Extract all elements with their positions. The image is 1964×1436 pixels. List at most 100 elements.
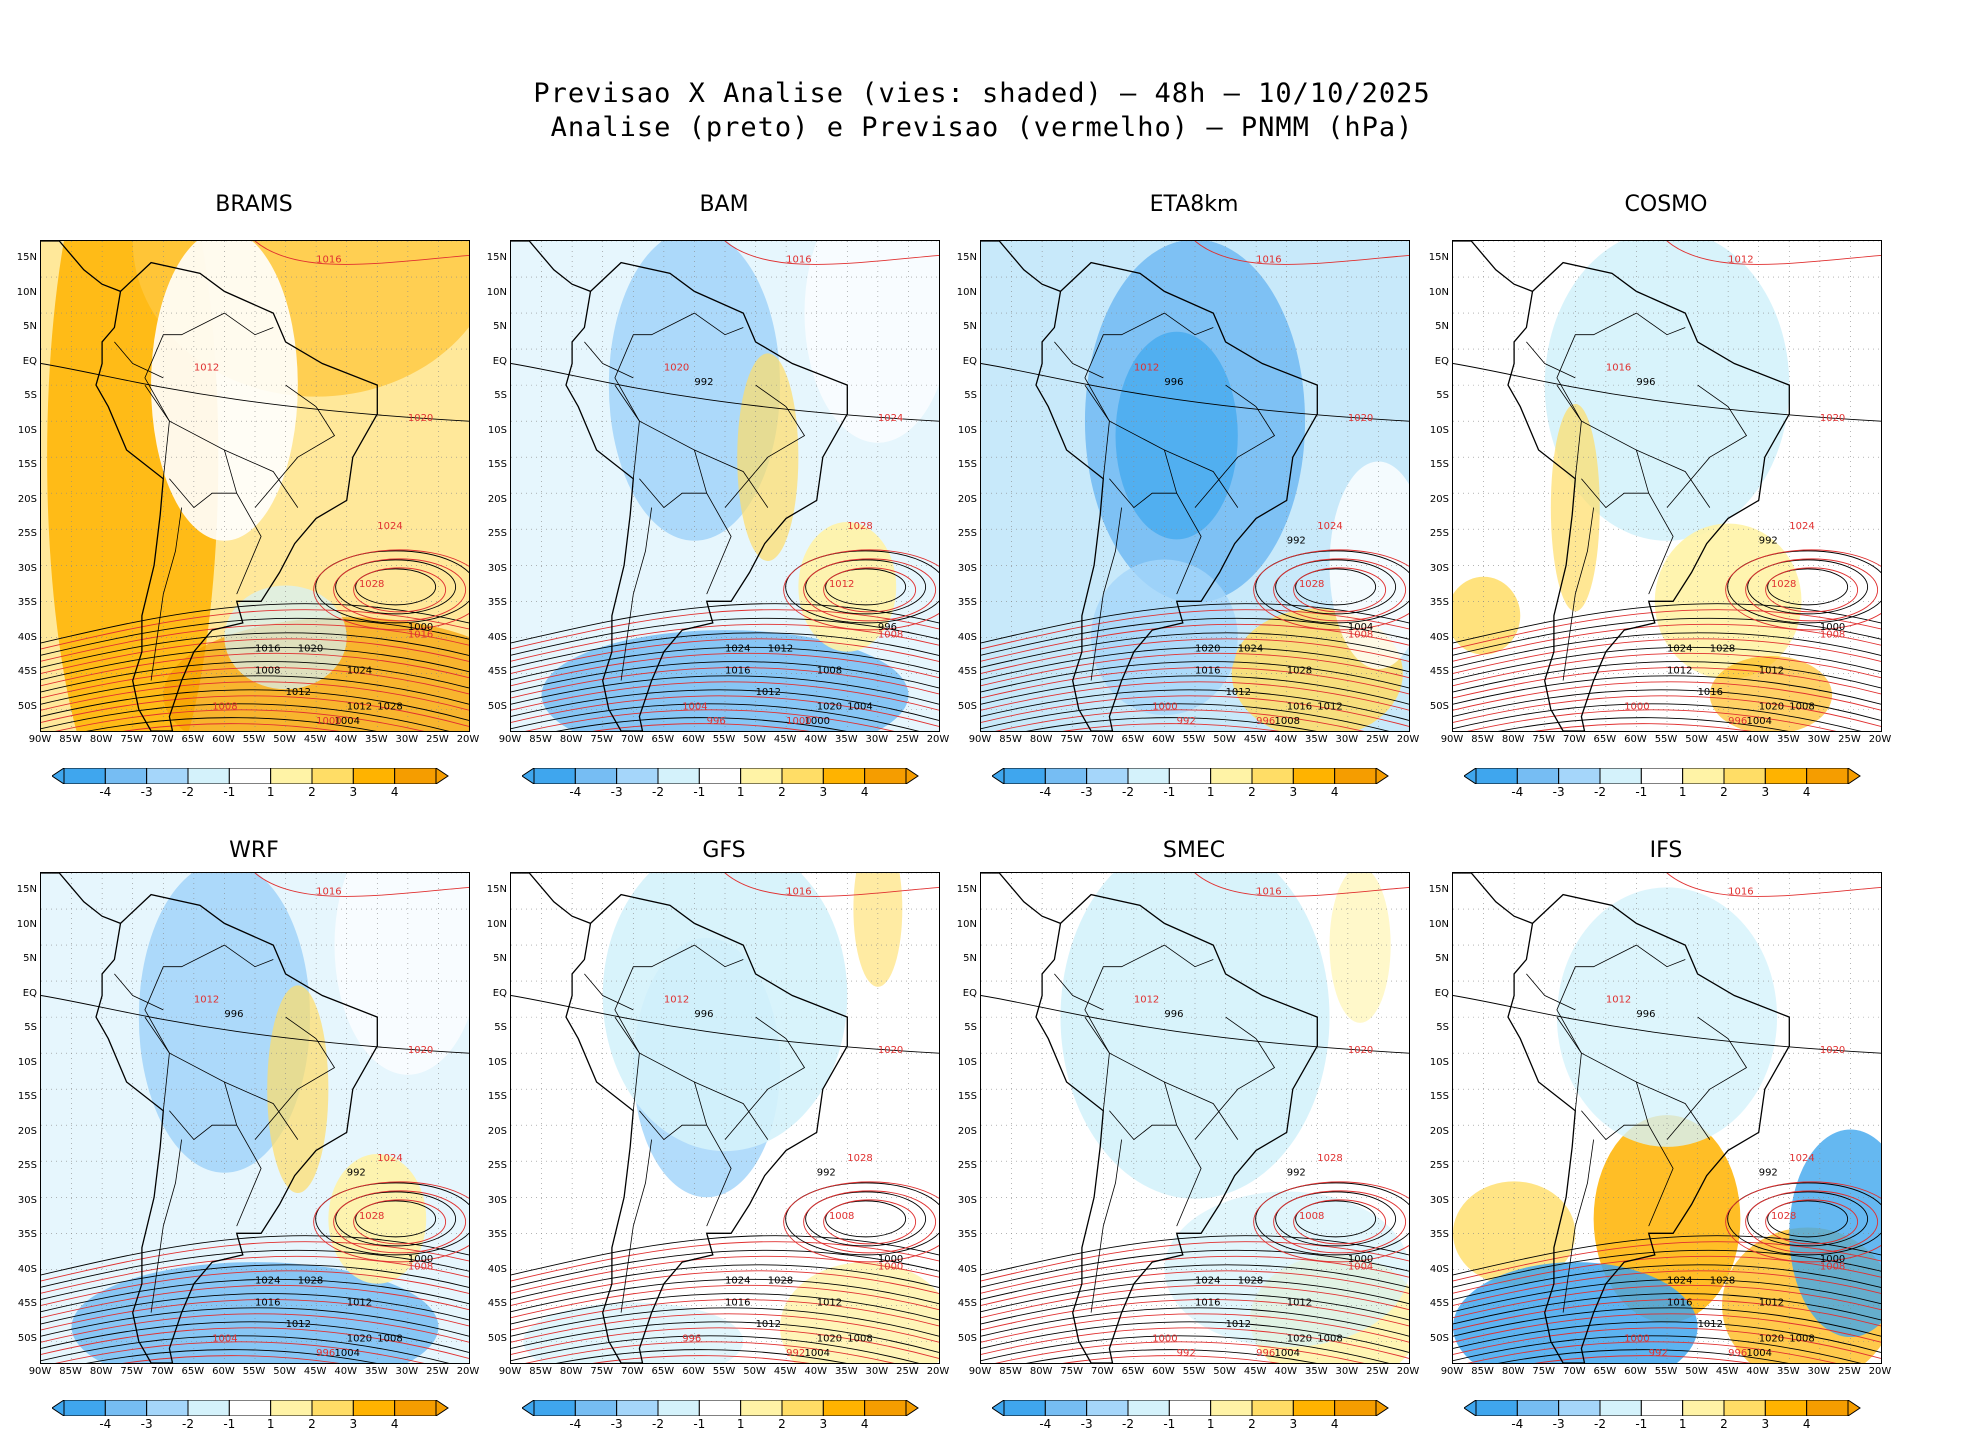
longitude-label: 65W <box>181 734 205 745</box>
forecast-isobar <box>41 681 469 711</box>
analysis-isobar <box>1453 995 1881 1054</box>
longitude-label: 75W <box>590 734 614 745</box>
colorbar-label: 3 <box>1289 1417 1298 1431</box>
latitude-label: 15S <box>17 459 37 470</box>
longitude-label: 60W <box>1624 1366 1647 1377</box>
colorbar-swatch <box>1475 1400 1518 1416</box>
analysis-isobar <box>511 1249 939 1288</box>
figure-title-line-1: Previsao X Analise (vies: shaded) – 48h … <box>533 78 1431 109</box>
panel-title-smec: SMEC <box>1162 838 1226 863</box>
map-panel-bam: 1016 1012 1020 1024 1012 1008 1004 1000 996 992 10… <box>510 240 940 732</box>
longitude-label: 30W <box>1807 1366 1831 1377</box>
colorbar-label: 2 <box>1720 1417 1728 1431</box>
colorbar-label: -1 <box>223 785 236 799</box>
analysis-isobar <box>41 1278 469 1313</box>
analysis-isobar <box>981 1249 1409 1288</box>
colorbar-label: -3 <box>140 1417 153 1431</box>
latitude-label: EQ <box>22 355 37 367</box>
forecast-contour-label: 1028 <box>1317 1153 1342 1164</box>
forecast-contour-label: 1004 <box>1348 1261 1373 1272</box>
analysis-isobar <box>1727 550 1881 624</box>
forecast-isobar <box>333 1190 467 1254</box>
colorbar-label: 2 <box>308 1417 316 1431</box>
forecast-isobar <box>1666 241 1881 265</box>
analysis-isobar <box>785 1182 939 1256</box>
analysis-contour-label: 992 <box>347 1168 366 1179</box>
forecast-isobar <box>995 1341 1365 1363</box>
forecast-contour-label: 1028 <box>847 1153 872 1164</box>
analysis-isobar <box>1747 1191 1869 1247</box>
analysis-isobar <box>511 1293 939 1325</box>
colorbar-swatch <box>1044 768 1088 784</box>
longitude-label: 55W <box>712 734 736 745</box>
forecast-isobar <box>511 1284 939 1319</box>
longitude-label: 65W <box>1121 734 1145 745</box>
longitude-label: 80W <box>559 734 583 745</box>
colorbar-swatch <box>1516 1400 1560 1416</box>
longitude-label: 85W <box>529 1366 552 1377</box>
colorbar-swatch <box>1806 1400 1849 1416</box>
forecast-isobar <box>511 1241 939 1282</box>
analysis-isobar <box>805 1191 927 1247</box>
colorbar-label: 4 <box>390 1417 399 1431</box>
forecast-isobar <box>525 709 895 731</box>
country-border <box>639 1110 732 1227</box>
map-panel-eta8km: 1016 1012 1016 1020 1024 1028 1012 1008 1004 996 9… <box>980 240 1410 732</box>
forecast-contour-label: 1008 <box>1299 1211 1324 1222</box>
analysis-isobar <box>1453 363 1881 422</box>
forecast-isobar <box>1453 1299 1881 1331</box>
analysis-isobar <box>1453 1249 1881 1288</box>
analysis-contour-label: 1004 <box>334 716 359 727</box>
latitude-label: 20S <box>1429 493 1449 505</box>
longitude-label: 65W <box>651 1366 675 1377</box>
country-border <box>114 341 164 379</box>
longitude-label: 70W <box>1562 1366 1586 1377</box>
forecast-contour-label: 1012 <box>829 579 854 590</box>
country-border <box>1526 341 1576 379</box>
analysis-contour-label: 1012 <box>756 1319 781 1330</box>
latitude-label: 30S <box>487 562 507 574</box>
analysis-contour-label: 1012 <box>1226 1319 1251 1330</box>
analysis-isobar <box>981 1278 1409 1313</box>
colorbar <box>1464 1400 1861 1416</box>
panel-title-gfs: GFS <box>702 838 746 863</box>
colorbar-label: 3 <box>1761 785 1770 799</box>
longitude-label: 50W <box>1685 1366 1708 1377</box>
analysis-contour-label: 992 <box>1287 1168 1306 1179</box>
colorbar-label: 1 <box>266 785 275 799</box>
longitude-label: 25W <box>896 734 919 745</box>
colorbar-swatch <box>533 768 576 784</box>
bias-shading <box>1550 403 1600 612</box>
longitude-label: 85W <box>1471 734 1494 745</box>
longitude-label: 90W <box>968 734 992 745</box>
analysis-contour-label: 1008 <box>847 1333 872 1344</box>
forecast-isobar <box>1253 549 1409 631</box>
analysis-contour-label: 1012 <box>1226 687 1251 698</box>
analysis-isobar <box>511 646 939 681</box>
colorbar-swatch <box>1044 1400 1088 1416</box>
country-border <box>1194 1016 1276 1140</box>
analysis-contour-label: 1008 <box>1274 716 1299 727</box>
figure-title-line-2: Analise (preto) e Previsao (vermelho) – … <box>550 112 1414 143</box>
panel-title-ifs: IFS <box>1649 838 1683 863</box>
latitude-label: 35S <box>1429 597 1449 608</box>
longitude-label: 45W <box>1243 734 1267 745</box>
bias-map: 1016 1012 1020 1024 1028 1012 1008 1004 1000 996 9… <box>1453 873 1881 1363</box>
forecast-contour-label: 1024 <box>1317 521 1342 532</box>
colorbar-swatch <box>1127 768 1170 784</box>
analysis-isobar <box>981 1293 1409 1325</box>
coastline <box>981 241 1061 293</box>
colorbar-swatch <box>187 1400 230 1416</box>
longitude-label: 25W <box>426 734 449 745</box>
longitude-label: 30W <box>865 734 889 745</box>
colorbar-label: -2 <box>1594 1417 1606 1431</box>
colorbar-swatch <box>657 1400 700 1416</box>
analysis-contour-label: 996 <box>1164 377 1183 388</box>
latitude-label: 15S <box>487 459 507 470</box>
longitude-label: 50W <box>743 734 766 745</box>
map-panel-smec: 1016 1012 1020 1024 1028 1012 1008 1004 1000 996 9… <box>980 872 1410 1364</box>
colorbar-swatch <box>1682 768 1725 784</box>
longitude-label: 75W <box>1060 1366 1084 1377</box>
forecast-contour-label: 1000 <box>316 716 341 727</box>
latitude-label: EQ <box>962 355 977 367</box>
